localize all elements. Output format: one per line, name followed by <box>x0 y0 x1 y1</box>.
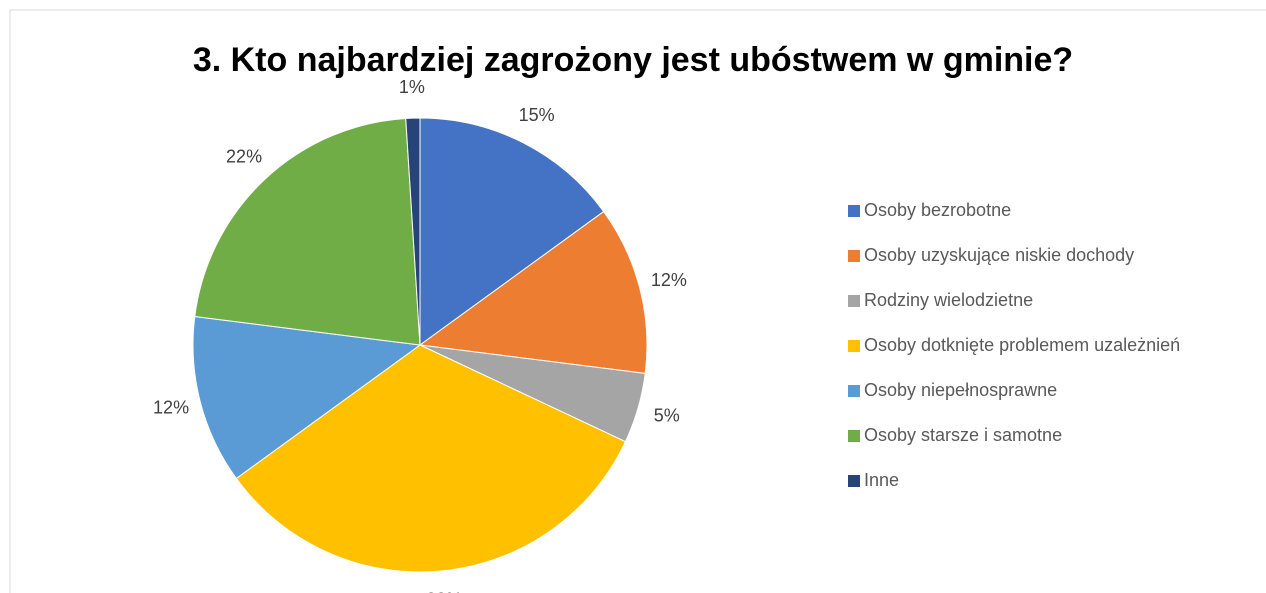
legend-label: Osoby starsze i samotne <box>864 425 1062 445</box>
legend-swatch <box>848 205 860 217</box>
pie-slice <box>192 315 422 480</box>
legend-swatch <box>848 250 860 262</box>
data-label: 5% <box>654 405 680 425</box>
pie-slice <box>194 117 421 346</box>
pie-slice <box>419 117 605 346</box>
legend-swatch <box>848 430 860 442</box>
pie-slice <box>418 210 648 375</box>
legend-label: Rodziny wielodzietne <box>864 290 1033 310</box>
legend-swatch <box>848 340 860 352</box>
data-label: 22% <box>226 146 262 166</box>
data-label: 1% <box>399 77 425 97</box>
legend-label: Osoby niepełnosprawne <box>864 380 1057 400</box>
legend-label: Osoby bezrobotne <box>864 200 1011 220</box>
data-label: 33% <box>426 590 462 593</box>
legend-label: Osoby uzyskujące niskie dochody <box>864 245 1134 265</box>
legend-label: Inne <box>864 470 899 490</box>
chart-title: 3. Kto najbardziej zagrożony jest ubóstw… <box>193 41 1073 79</box>
legend-label: Osoby dotknięte problemem uzależnień <box>864 335 1180 355</box>
pie-slice <box>235 344 627 573</box>
legend-swatch <box>848 475 860 487</box>
data-label: 12% <box>153 398 189 418</box>
data-label: 15% <box>519 105 555 125</box>
legend-swatch <box>848 385 860 397</box>
legend-swatch <box>848 295 860 307</box>
pie-slice <box>405 117 421 346</box>
data-label: 12% <box>651 270 687 290</box>
